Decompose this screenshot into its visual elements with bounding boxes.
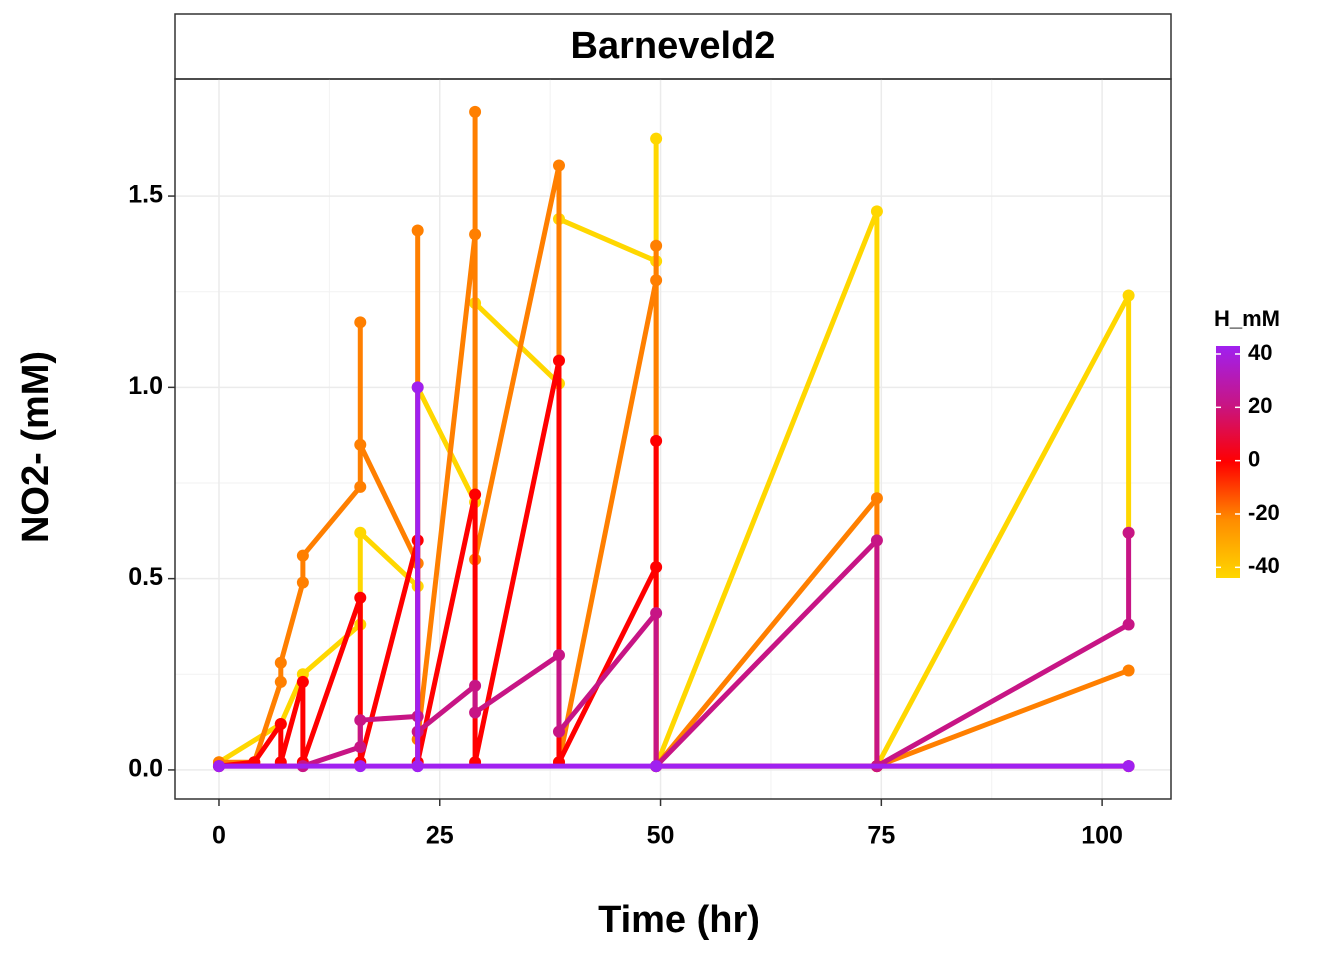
point [469, 105, 482, 118]
point [1122, 526, 1135, 539]
point [296, 549, 309, 562]
point [296, 675, 309, 688]
point [1122, 664, 1135, 677]
point [354, 740, 367, 753]
point [1122, 618, 1135, 631]
colorbar [1216, 346, 1240, 578]
point [650, 132, 663, 145]
colorbar-label: 0 [1248, 446, 1260, 471]
x-axis-title: Time (hr) [598, 899, 760, 941]
legend-title: H_mM [1214, 306, 1280, 331]
point [1122, 760, 1135, 773]
point [552, 725, 565, 738]
point [354, 316, 367, 329]
point [354, 526, 367, 539]
strip [174, 13, 1172, 80]
point [650, 434, 663, 447]
x-tick-label: 75 [867, 822, 895, 850]
y-axis-title: NO2- (mM) [15, 351, 57, 543]
x-tick-label: 0 [212, 822, 226, 850]
point [354, 480, 367, 493]
point [469, 488, 482, 501]
colorbar-label: 20 [1248, 393, 1272, 418]
point [354, 591, 367, 604]
point [274, 718, 287, 731]
point [411, 381, 424, 394]
point [411, 760, 424, 773]
point [354, 760, 367, 773]
y-tick-label: 0.5 [128, 563, 163, 591]
point [296, 576, 309, 589]
x-tick-label: 100 [1081, 822, 1123, 850]
point [552, 354, 565, 367]
point [274, 656, 287, 669]
y-tick-label: 0.0 [128, 755, 163, 783]
point [469, 679, 482, 692]
colorbar-label: -20 [1248, 500, 1280, 525]
colorbar-label: 40 [1248, 340, 1272, 365]
y-tick-label: 1.0 [128, 372, 163, 400]
strip-title: Barneveld2 [571, 25, 776, 67]
point [870, 534, 883, 547]
series-line [218, 532, 1132, 769]
point [870, 492, 883, 505]
point [469, 228, 482, 241]
colorbar-label: -40 [1248, 553, 1280, 578]
point [870, 205, 883, 218]
x-tick-label: 25 [426, 822, 454, 850]
point [411, 224, 424, 237]
point [274, 675, 287, 688]
point [650, 274, 663, 287]
y-tick-label: 1.5 [128, 181, 163, 209]
point [354, 438, 367, 451]
point [354, 714, 367, 727]
point [469, 706, 482, 719]
x-tick-label: 50 [647, 822, 675, 850]
point [212, 760, 225, 773]
point [552, 159, 565, 172]
point [650, 607, 663, 620]
point [650, 561, 663, 574]
series-line [217, 136, 1132, 769]
point [1122, 289, 1135, 302]
panel-border [174, 78, 1172, 800]
point [552, 649, 565, 662]
point [650, 760, 663, 773]
point [650, 239, 663, 252]
